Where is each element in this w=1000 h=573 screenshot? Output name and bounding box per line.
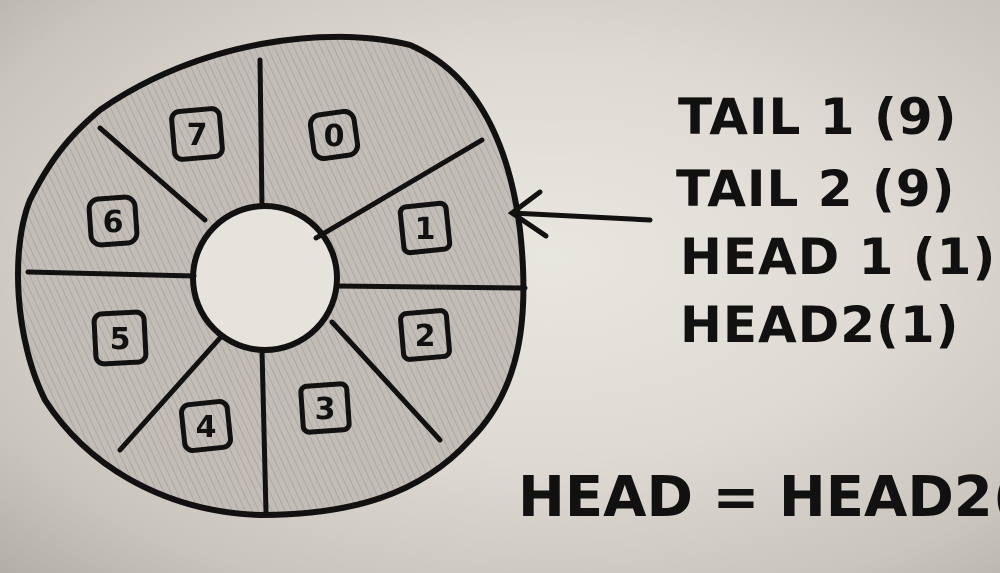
slot-box-4 [179,399,233,453]
slot-label-0: 0 [324,119,345,154]
slot-label-2: 2 [415,319,436,354]
slot-label-5: 5 [110,322,131,357]
slot-box-6 [86,194,140,248]
head-equation-label: HEAD = HEAD2(1) [518,465,1000,530]
tail1-pointer-label: TAIL 1 (9) [678,88,958,146]
pointer-arrow-icon [507,189,653,239]
head1-pointer-label: HEAD 1 (1) [680,228,997,286]
slot-box-0 [307,108,361,162]
ring-dividers [25,57,528,515]
slot-label-3: 3 [315,392,336,427]
tail2-pointer-label: TAIL 2 (9) [676,160,956,218]
slot-box-7 [169,106,225,162]
ring-slot-labels: 0 1 2 3 4 5 6 7 [103,118,436,445]
slot-label-1: 1 [415,212,436,247]
slot-box-2 [398,308,452,362]
slot-label-4: 4 [196,410,217,445]
ring-slots [86,106,453,453]
slot-box-1 [397,200,453,256]
slot-box-5 [91,309,149,367]
slot-label-6: 6 [103,205,124,240]
slot-label-7: 7 [187,118,208,153]
head2-pointer-label: HEAD2(1) [680,296,960,354]
slot-box-3 [298,381,352,435]
ring-inner-hole [190,203,340,353]
